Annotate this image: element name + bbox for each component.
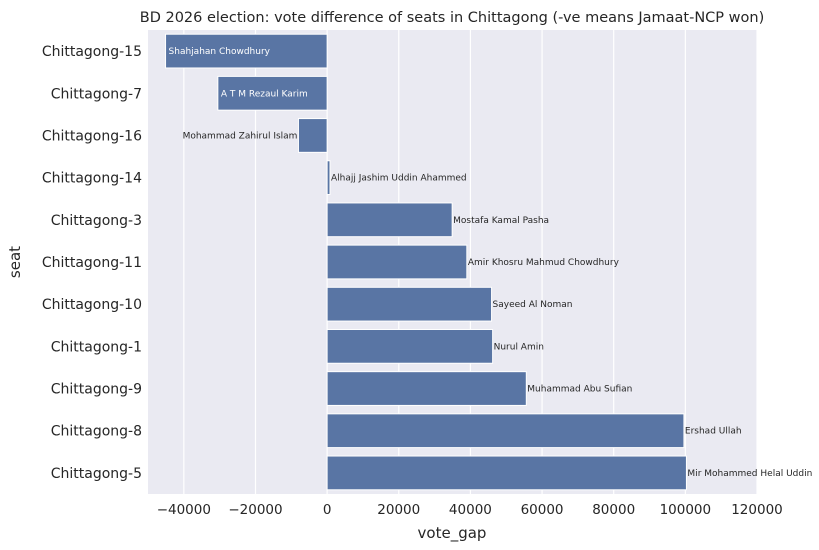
bar	[297, 118, 328, 153]
y-tick-label: Chittagong-1	[51, 339, 142, 355]
x-tick-label: 100000	[660, 502, 712, 518]
x-tick-label: 20000	[377, 502, 420, 518]
x-tick-label: 120000	[731, 502, 783, 518]
y-tick-label: Chittagong-3	[51, 213, 142, 229]
y-tick-label: Chittagong-14	[42, 171, 142, 187]
y-axis-label: seat	[6, 246, 24, 278]
bar	[326, 328, 494, 364]
bar-label: Shahjahan Chowdhury	[169, 47, 271, 57]
bar	[326, 244, 468, 280]
bar	[326, 413, 685, 449]
bar-label: Alhajj Jashim Uddin Ahammed	[331, 174, 467, 184]
y-tick-label: Chittagong-7	[51, 86, 142, 102]
y-tick-label: Chittagong-9	[51, 382, 142, 398]
x-tick-label: 80000	[592, 502, 635, 518]
bar	[326, 286, 493, 322]
y-tick-label: Chittagong-5	[51, 466, 142, 482]
bar	[217, 75, 328, 111]
bar-label: Mostafa Kamal Pasha	[453, 216, 549, 226]
y-tick-label: Chittagong-15	[42, 44, 142, 60]
bar-label: Ershad Ullah	[685, 427, 742, 437]
bar-label: Nurul Amin	[494, 342, 544, 352]
chart-title: BD 2026 election: vote difference of sea…	[140, 10, 764, 26]
y-tick-label: Chittagong-16	[42, 128, 142, 144]
bar	[326, 371, 527, 406]
bar	[326, 202, 453, 238]
bar-label: Sayeed Al Noman	[493, 300, 573, 310]
bar	[165, 33, 328, 69]
x-tick-label: 0	[323, 502, 332, 518]
bar-label: Amir Khosru Mahmud Chowdhury	[468, 258, 620, 268]
bar-label: A T M Rezaul Karim	[221, 89, 308, 99]
y-tick-label: Chittagong-8	[51, 424, 142, 440]
bar-label: Mohammad Zahirul Islam	[183, 131, 298, 141]
y-tick-label: Chittagong-11	[42, 255, 142, 271]
x-tick-label: −40000	[157, 502, 211, 518]
x-tick-label: 40000	[449, 502, 492, 518]
x-tick-label: −20000	[228, 502, 282, 518]
x-axis-label: vote_gap	[418, 524, 487, 543]
bar-label: Mir Mohammed Helal Uddin	[687, 469, 812, 479]
x-tick-label: 60000	[521, 502, 564, 518]
bar	[326, 160, 331, 196]
bar-label: Muhammad Abu Sufian	[527, 385, 632, 395]
bar	[326, 455, 687, 491]
y-tick-label: Chittagong-10	[42, 297, 142, 313]
